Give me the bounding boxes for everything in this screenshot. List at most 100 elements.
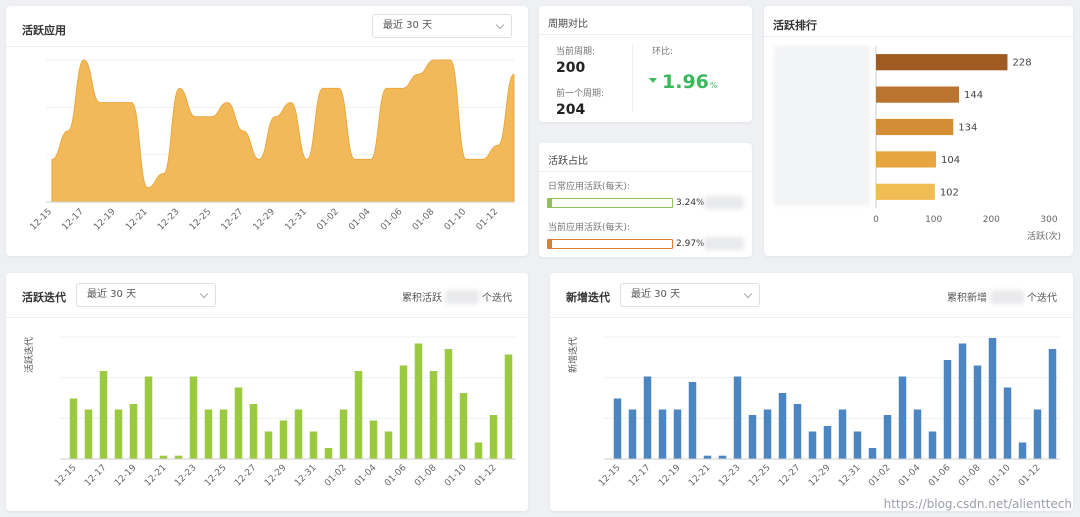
current-active-value: 2.97% — [676, 239, 705, 249]
bar-x-tick-label: 01-04 — [897, 463, 923, 489]
daily-active-extra — [704, 196, 744, 209]
new-iter-count-blurred — [990, 289, 1024, 304]
rank-bar-value: 104 — [941, 155, 960, 166]
new-iter-summary-suffix: 个迭代 — [1027, 293, 1057, 304]
active-apps-area-chart: 12-15 12-17 12-19 12-21 12-23 12-25 12-27 12-29… — [29, 59, 515, 233]
period-compare-vdivider — [632, 44, 633, 112]
rank-bar-value: 228 — [1012, 58, 1031, 69]
rank-bar — [876, 86, 960, 103]
iteration-bar — [943, 360, 952, 459]
active-ratio-card: 活跃占比 日常应用活跃(每天): 3.24% 当前应用活跃(每天): 2.97% — [539, 143, 752, 257]
iteration-bar — [883, 415, 892, 459]
active-rank-divider — [764, 36, 1073, 37]
active-iter-card: 活跃迭代 最近 30 天 累积活跃 个迭代 12-15 12-17 12-19 12-… — [6, 273, 528, 511]
bar-x-tick-label: 12-31 — [837, 463, 863, 489]
active-iter-divider — [6, 317, 528, 318]
iteration-bar — [339, 409, 348, 459]
current-active-label: 当前应用活跃(每天): — [548, 223, 631, 233]
current-active-progress — [547, 239, 673, 249]
active-rank-title: 活跃排行 — [773, 19, 817, 32]
iteration-bar — [219, 409, 228, 459]
new-iter-summary-prefix: 累积新增 — [947, 293, 987, 304]
iteration-bar — [838, 409, 847, 459]
bar-x-tick-label: 12-19 — [657, 463, 683, 489]
rank-bar-value: 144 — [964, 90, 983, 101]
period-compare-divider — [539, 34, 752, 35]
iteration-bar — [279, 420, 288, 459]
period-compare-card: 周期对比 当前周期: 200 前一个周期: 204 环比: 1.96 % — [539, 6, 752, 122]
bar-x-tick-label: 12-31 — [293, 463, 319, 489]
bar-x-tick-label: 12-25 — [747, 463, 773, 489]
iteration-bar — [958, 343, 967, 459]
iteration-bar — [69, 398, 78, 459]
iteration-bar — [114, 409, 123, 459]
chevron-down-icon — [743, 289, 753, 299]
bar-x-tick-label: 12-19 — [113, 463, 139, 489]
iteration-bar — [129, 404, 138, 459]
current-active-extra — [704, 237, 744, 250]
rank-bar — [876, 183, 935, 200]
bar-x-tick-label: 12-27 — [233, 463, 259, 489]
bar-x-tick-label: 01-12 — [1017, 463, 1043, 489]
iteration-bar — [384, 431, 393, 459]
iteration-bar — [504, 354, 513, 459]
bar-x-tick-label: 01-02 — [867, 463, 893, 489]
iteration-bar — [429, 371, 438, 459]
area-x-tick-label: 12-25 — [188, 207, 214, 233]
iteration-bar — [673, 409, 682, 459]
active-iter-summary: 累积活跃 个迭代 — [402, 289, 512, 304]
rank-bar-value: 102 — [940, 187, 959, 198]
active-apps-range-select[interactable]: 最近 30 天 — [372, 14, 512, 38]
active-ratio-title: 活跃占比 — [548, 156, 588, 167]
daily-active-value: 3.24% — [676, 198, 705, 208]
new-iter-range-value: 最近 30 天 — [631, 289, 681, 300]
iteration-bar — [913, 409, 922, 459]
iteration-bar — [808, 431, 817, 459]
iteration-bar — [718, 455, 727, 459]
new-iter-bar-chart: 12-15 12-17 12-19 12-21 12-23 12-25 12-27 12-29… — [567, 336, 1060, 489]
iteration-bar — [853, 431, 862, 459]
area-x-tick-label: 01-04 — [347, 207, 373, 233]
daily-active-label: 日常应用活跃(每天): — [548, 182, 631, 192]
active-apps-title: 活跃应用 — [22, 24, 66, 37]
bar-x-tick-label: 01-08 — [957, 463, 983, 489]
bar-x-tick-label: 01-08 — [413, 463, 439, 489]
bar-x-tick-label: 12-23 — [717, 463, 743, 489]
new-iter-range-select[interactable]: 最近 30 天 — [620, 283, 760, 307]
bar-y-axis-label: 新增迭代 — [567, 337, 579, 373]
iteration-bar — [459, 393, 468, 459]
area-x-tick-label: 12-31 — [283, 207, 309, 233]
iteration-bar — [264, 431, 273, 459]
active-rank-bar-chart: 228 144 134 104 102 0 100 200 300 活跃(次) — [873, 46, 1061, 242]
new-iter-card: 新增迭代 最近 30 天 累积新增 个迭代 12-15 12-17 12-19 12-… — [550, 273, 1073, 511]
iteration-bar — [973, 365, 982, 459]
rank-x-tick-label: 200 — [983, 215, 1000, 225]
iteration-bar — [613, 398, 622, 459]
iteration-bar — [84, 409, 93, 459]
iteration-bar — [249, 404, 258, 459]
iteration-bar — [204, 409, 213, 459]
active-iter-range-select[interactable]: 最近 30 天 — [76, 283, 216, 307]
area-x-tick-label: 12-17 — [60, 207, 86, 233]
bar-y-axis-label: 活跃迭代 — [23, 337, 35, 373]
area-x-tick-label: 12-27 — [220, 207, 246, 233]
bar-x-tick-label: 12-29 — [807, 463, 833, 489]
iteration-bar — [778, 393, 787, 459]
rank-bar — [876, 54, 1008, 71]
iteration-bar — [294, 409, 303, 459]
iteration-bar — [369, 420, 378, 459]
watermark: https://blog.csdn.net/alienttech — [883, 497, 1072, 511]
bar-x-tick-label: 01-02 — [323, 463, 349, 489]
iteration-bar — [688, 382, 697, 459]
bar-x-tick-label: 12-21 — [143, 463, 169, 489]
rank-x-tick-label: 300 — [1040, 215, 1057, 225]
rank-bar — [876, 151, 936, 168]
bar-x-tick-label: 12-29 — [263, 463, 289, 489]
chevron-down-icon — [495, 20, 505, 30]
active-apps-range-value: 最近 30 天 — [383, 20, 433, 31]
current-period-label: 当前周期: — [556, 47, 596, 57]
rank-bar — [876, 118, 954, 136]
ratio-value: 1.96 — [662, 71, 709, 93]
iteration-bar — [399, 365, 408, 459]
daily-active-progress-fill — [548, 199, 553, 207]
